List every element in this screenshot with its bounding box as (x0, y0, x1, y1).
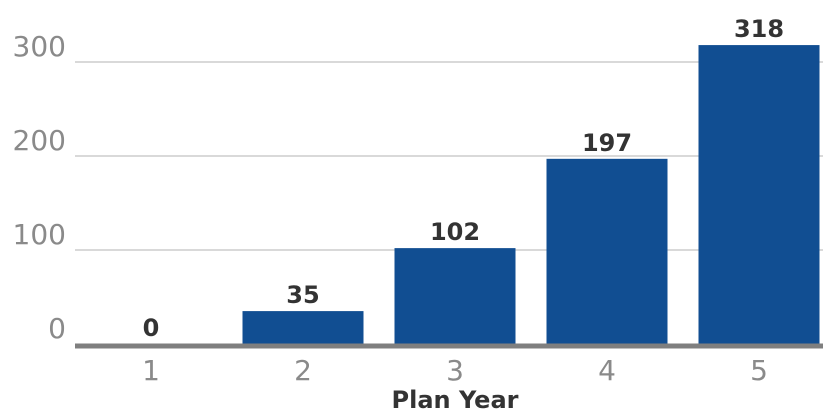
y-tick-label-300: 300 (13, 30, 66, 63)
bar-year-2 (242, 311, 364, 344)
x-tick-label-1: 1 (142, 354, 160, 387)
y-axis-tick-labels: 0 100 200 300 (13, 30, 66, 345)
bars (242, 45, 820, 344)
x-tick-label-2: 2 (294, 354, 312, 387)
x-tick-label-4: 4 (598, 354, 616, 387)
x-axis-title: Plan Year (392, 386, 519, 413)
data-label-year-4: 197 (582, 129, 632, 157)
data-label-year-2: 35 (286, 281, 319, 309)
x-tick-label-5: 5 (750, 354, 768, 387)
y-tick-label-200: 200 (13, 124, 66, 157)
bar-year-5 (698, 45, 820, 344)
data-label-year-3: 102 (430, 218, 480, 246)
y-tick-label-100: 100 (13, 218, 66, 251)
bar-year-3 (394, 248, 516, 344)
y-tick-label-0: 0 (48, 312, 66, 345)
x-axis-tick-labels: 1 2 3 4 5 (142, 354, 768, 387)
data-labels: 0 35 102 197 318 (143, 15, 784, 342)
x-tick-label-3: 3 (446, 354, 464, 387)
data-label-year-5: 318 (734, 15, 784, 43)
data-label-year-1: 0 (143, 314, 160, 342)
bar-year-4 (546, 158, 668, 344)
